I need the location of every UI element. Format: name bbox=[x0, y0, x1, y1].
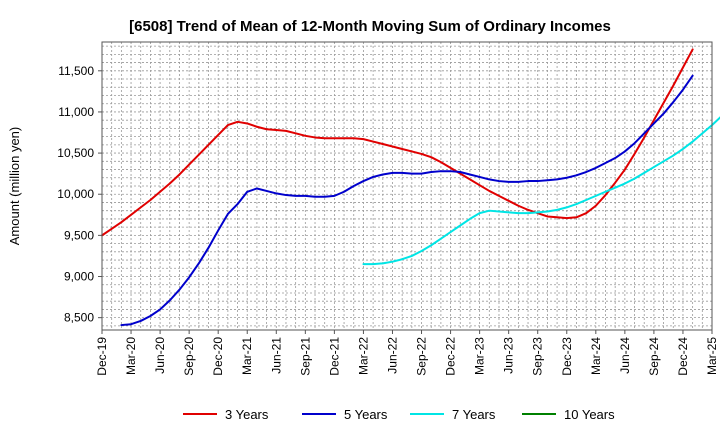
x-tick-label: Jun-22 bbox=[385, 337, 399, 374]
series-line-5-years bbox=[120, 74, 694, 327]
x-tick-label: Dec-24 bbox=[676, 337, 690, 376]
x-tick-label: Sep-20 bbox=[182, 337, 196, 376]
x-tick-label: Sep-22 bbox=[415, 337, 429, 376]
x-tick-label: Dec-23 bbox=[560, 337, 574, 376]
x-axis: Dec-19 Mar-20 Jun-20 Sep-20 Dec-20 Mar-21 Jun-… bbox=[95, 330, 719, 376]
x-tick-label: Jun-20 bbox=[153, 337, 167, 374]
y-tick-label: 11,500 bbox=[58, 64, 94, 78]
gridlines bbox=[102, 42, 712, 330]
x-tick-label: Sep-23 bbox=[531, 337, 545, 376]
legend-label-3-years: 3 Years bbox=[225, 407, 269, 422]
x-tick-label: Dec-20 bbox=[211, 337, 225, 376]
y-tick-label: 11,000 bbox=[58, 105, 94, 119]
legend: 3 Years 5 Years 7 Years 10 Years bbox=[183, 407, 615, 422]
legend-label-7-years: 7 Years bbox=[452, 407, 496, 422]
x-tick-label: Jun-21 bbox=[269, 337, 283, 374]
x-tick-label: Mar-21 bbox=[240, 337, 254, 375]
y-axis: 8,500 9,000 9,500 10,000 10,500 11,000 11,500 bbox=[57, 64, 102, 325]
x-tick-label: Mar-20 bbox=[124, 337, 138, 375]
y-tick-label: 10,500 bbox=[57, 146, 94, 160]
series-line-3-years bbox=[101, 48, 694, 237]
x-tick-label: Sep-24 bbox=[647, 337, 661, 376]
x-tick-label: Dec-21 bbox=[327, 337, 341, 376]
legend-label-5-years: 5 Years bbox=[344, 407, 388, 422]
x-tick-label: Mar-22 bbox=[356, 337, 370, 375]
x-tick-label: Sep-21 bbox=[298, 337, 312, 376]
x-tick-label: Mar-24 bbox=[589, 337, 603, 375]
x-tick-label: Mar-25 bbox=[705, 337, 719, 375]
series-line-7-years bbox=[362, 116, 720, 266]
legend-label-10-years: 10 Years bbox=[564, 407, 615, 422]
plot-frame bbox=[101, 41, 713, 331]
y-axis-label: Amount (million yen) bbox=[7, 127, 22, 246]
x-tick-label: Dec-22 bbox=[444, 337, 458, 376]
y-tick-label: 10,000 bbox=[57, 187, 94, 201]
y-tick-label: 8,500 bbox=[64, 311, 94, 325]
x-tick-label: Jun-24 bbox=[618, 337, 632, 374]
series-layer bbox=[101, 48, 720, 327]
x-tick-label: Dec-19 bbox=[95, 337, 109, 376]
y-tick-label: 9,000 bbox=[64, 270, 94, 284]
chart-title: [6508] Trend of Mean of 12-Month Moving … bbox=[129, 18, 611, 35]
x-tick-label: Jun-23 bbox=[502, 337, 516, 374]
x-tick-label: Mar-23 bbox=[473, 337, 487, 375]
y-tick-label: 9,500 bbox=[64, 228, 94, 242]
